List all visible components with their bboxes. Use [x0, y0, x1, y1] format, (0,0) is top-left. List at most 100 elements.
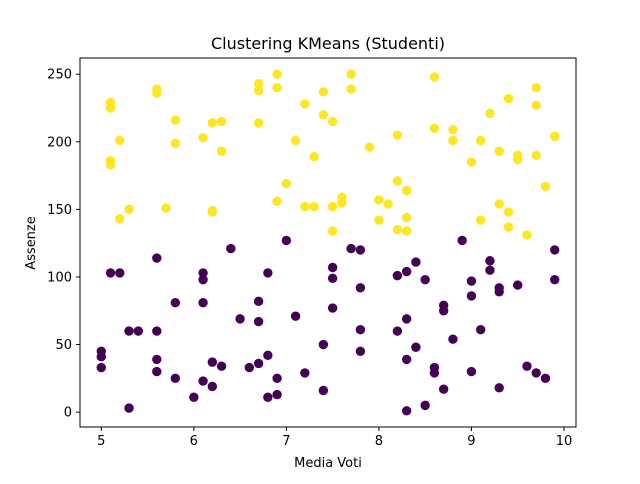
cluster-1-point — [207, 207, 218, 217]
cluster-0-point — [253, 296, 264, 306]
cluster-1-point — [392, 130, 403, 140]
cluster-1-point — [448, 124, 458, 135]
cluster-0-point — [355, 283, 366, 293]
cluster-1-point — [300, 201, 310, 212]
cluster-1-point — [448, 135, 458, 146]
cluster-0-point — [411, 257, 421, 267]
cluster-1-point — [531, 150, 541, 161]
cluster-0-point — [550, 274, 560, 285]
cluster-0-point — [513, 280, 523, 290]
x-tick-label: 10 — [556, 434, 573, 449]
cluster-1-point — [216, 146, 227, 156]
cluster-0-point — [448, 334, 458, 344]
chart-title: Clustering KMeans (Studenti) — [211, 34, 445, 53]
cluster-0-point — [198, 376, 208, 386]
cluster-1-point — [364, 142, 375, 152]
cluster-0-point — [272, 373, 282, 384]
cluster-0-point — [401, 314, 412, 324]
cluster-1-point — [253, 85, 264, 96]
cluster-1-point — [216, 116, 227, 127]
cluster-1-point — [318, 87, 329, 97]
cluster-0-point — [355, 346, 366, 357]
cluster-0-point — [485, 256, 495, 266]
cluster-0-point — [152, 366, 162, 377]
cluster-0-point — [124, 326, 134, 336]
cluster-1-point — [346, 69, 356, 79]
cluster-1-point — [337, 197, 347, 208]
cluster-1-point — [503, 222, 514, 232]
cluster-1-point — [401, 212, 412, 223]
cluster-0-point — [170, 373, 181, 384]
cluster-0-point — [124, 403, 134, 413]
cluster-0-point — [198, 274, 208, 285]
cluster-0-point — [105, 268, 116, 278]
cluster-0-point — [226, 243, 236, 254]
cluster-1-point — [272, 196, 282, 206]
x-axis-ticks: 5 6 7 8 9 10 — [97, 427, 572, 449]
cluster-0-point — [485, 265, 495, 275]
cluster-0-point — [96, 362, 106, 373]
cluster-0-point — [429, 368, 440, 378]
cluster-1-point — [327, 201, 338, 212]
cluster-0-point — [281, 235, 292, 246]
cluster-0-point — [216, 361, 227, 371]
cluster-1-point — [253, 118, 264, 128]
cluster-1-point — [115, 214, 125, 224]
x-axis-label: Media Voti — [294, 456, 362, 471]
y-axis-ticks: 0 50 100 150 200 250 — [47, 68, 80, 421]
cluster-1-point — [161, 203, 171, 213]
cluster-1-point — [300, 99, 310, 109]
cluster-1-point — [281, 179, 292, 189]
cluster-1-point — [207, 118, 218, 128]
cluster-0-point — [550, 245, 560, 255]
cluster-1-point — [170, 138, 181, 148]
cluster-1-point — [290, 135, 301, 146]
cluster-1-point — [550, 131, 560, 142]
cluster-0-point — [494, 287, 504, 297]
cluster-1-point — [392, 176, 403, 186]
cluster-1-point — [522, 230, 532, 240]
cluster-0-point — [401, 406, 412, 416]
cluster-0-point — [401, 266, 412, 277]
cluster-0-point — [392, 270, 403, 281]
cluster-1-point — [401, 226, 412, 236]
cluster-1-point — [309, 151, 319, 162]
y-tick-label: 150 — [47, 203, 72, 218]
cluster-0-point — [152, 253, 162, 263]
cluster-1-point — [531, 83, 541, 93]
cluster-0-point — [466, 366, 477, 377]
cluster-1-point — [383, 199, 393, 209]
cluster-1-point — [309, 201, 319, 212]
cluster-0-point — [115, 268, 125, 278]
cluster-1-point — [327, 116, 338, 127]
cluster-1-point — [475, 135, 486, 146]
cluster-1-point — [503, 207, 514, 217]
cluster-0-point — [466, 291, 477, 301]
cluster-1-point — [494, 199, 504, 209]
x-tick-label: 5 — [97, 434, 105, 449]
cluster-1-point — [327, 226, 338, 236]
cluster-0-point — [420, 274, 430, 285]
cluster-0-point — [253, 316, 264, 327]
cluster-0-point — [494, 383, 504, 393]
cluster-1-point — [253, 78, 264, 89]
cluster-0-point — [198, 268, 208, 278]
cluster-1-point — [346, 84, 356, 94]
cluster-1-point — [115, 135, 125, 146]
cluster-1-point — [272, 83, 282, 93]
cluster-0-point — [327, 273, 338, 284]
cluster-0-point — [263, 350, 273, 361]
cluster-1-point — [392, 224, 403, 235]
cluster-1-point — [124, 204, 134, 215]
cluster-0-point — [235, 314, 245, 324]
cluster-0-point — [189, 392, 199, 402]
cluster-1-point — [401, 185, 412, 196]
x-tick-label: 6 — [190, 434, 198, 449]
cluster-0-point — [244, 362, 255, 373]
cluster-1-point — [531, 100, 541, 111]
cluster-0-point — [96, 352, 106, 362]
cluster-1-point — [374, 215, 384, 225]
cluster-0-point — [207, 357, 218, 367]
